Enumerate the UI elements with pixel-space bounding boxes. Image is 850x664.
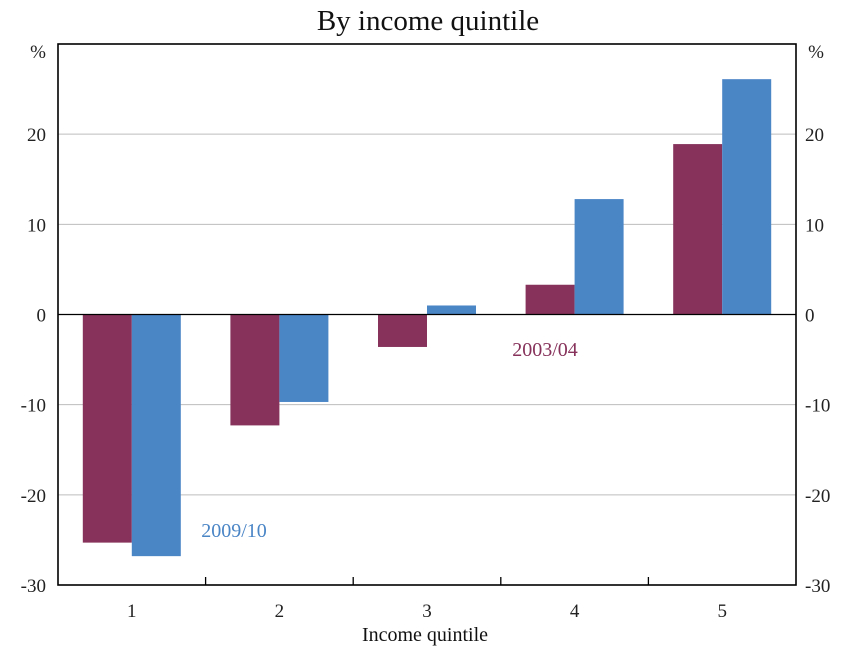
y-axis-right: -30 -20 -10 0 10 20 — [805, 125, 830, 597]
y-tick-label-left: -20 — [21, 486, 46, 507]
bars — [82, 79, 772, 557]
x-tick-label: 3 — [422, 601, 432, 622]
annotation-2003-04: 2003/04 — [512, 339, 578, 361]
y-tick-label-left: 0 — [37, 306, 47, 327]
x-axis: 1 2 3 4 5 — [127, 577, 727, 622]
y-tick-label-left: 20 — [27, 125, 46, 146]
bar-2003-04-q5 — [673, 144, 723, 315]
bar-2003-04-q3 — [378, 314, 427, 347]
annotation-2009-10: 2009/10 — [201, 520, 267, 542]
x-tick-label: 1 — [127, 601, 137, 622]
chart-title: By income quintile — [317, 5, 539, 37]
bar-2009-10-q3 — [427, 305, 476, 315]
y-tick-label-right: 20 — [805, 125, 824, 146]
bar-2003-04-q4 — [525, 284, 575, 315]
y-tick-label-right: -10 — [805, 396, 830, 417]
y-tick-label-right: 10 — [805, 215, 824, 236]
y-tick-label-right: -30 — [805, 576, 830, 597]
bar-2009-10-q2 — [279, 314, 329, 402]
y-tick-label-left: -30 — [21, 576, 46, 597]
bar-2009-10-q4 — [574, 199, 624, 315]
x-axis-label: Income quintile — [362, 624, 488, 646]
bar-2003-04-q2 — [230, 314, 280, 426]
bar-2009-10-q5 — [722, 79, 772, 315]
y-axis-unit-left: % — [30, 42, 46, 63]
x-tick-label: 2 — [275, 601, 285, 622]
y-axis-left: -30 -20 -10 0 10 20 — [21, 125, 46, 597]
y-tick-label-right: -20 — [805, 486, 830, 507]
x-tick-label: 5 — [717, 601, 727, 622]
y-tick-label-left: -10 — [21, 396, 46, 417]
y-tick-label-left: 10 — [27, 215, 46, 236]
plot-frame — [57, 43, 797, 586]
x-tick-label: 4 — [570, 601, 580, 622]
series-annotations: 2003/04 2009/10 — [201, 339, 578, 542]
bar-2009-10-q1 — [131, 314, 181, 557]
grid-lines — [58, 133, 796, 496]
y-axis-unit-right: % — [808, 42, 824, 63]
bar-2003-04-q1 — [82, 314, 132, 543]
y-tick-label-right: 0 — [805, 306, 815, 327]
